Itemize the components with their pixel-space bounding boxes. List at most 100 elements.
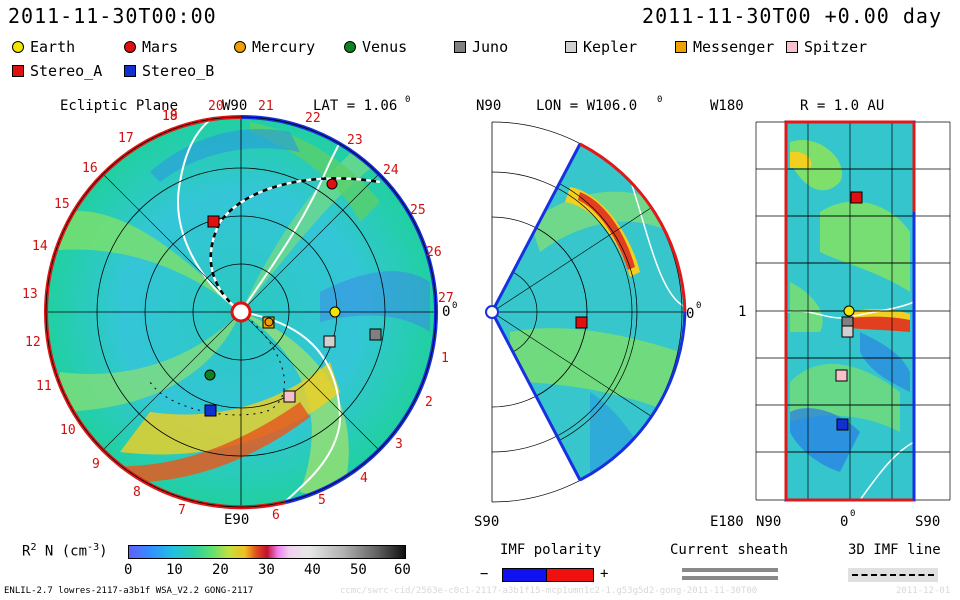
juno-marker	[369, 328, 382, 341]
stereo-a-marker-mid	[575, 316, 588, 329]
kepler-icon	[565, 41, 577, 53]
model-time: 2011-11-30T00:00	[8, 4, 217, 28]
earth-marker	[329, 306, 341, 318]
mars-marker	[326, 178, 338, 190]
e180-label: E180	[710, 514, 744, 530]
imf-3d-dash	[852, 574, 934, 576]
legend-spitzer: Spitzer	[786, 38, 867, 56]
svg-text:24: 24	[383, 163, 399, 178]
imf-3d-title: 3D IMF line	[848, 542, 941, 558]
lat-label: LAT = 1.06	[313, 98, 397, 114]
svg-text:21: 21	[258, 99, 274, 114]
meridional-panel: N90 LON = W106.0 0 S90 0 0	[474, 95, 701, 530]
earth-icon	[12, 41, 24, 53]
svg-text:7: 7	[178, 503, 186, 518]
lat-degree-sup: 0	[405, 95, 410, 105]
row-one-label: 1	[738, 304, 746, 320]
stereo-a-icon	[12, 65, 24, 77]
stereo-b-marker	[204, 404, 217, 417]
sun-icon	[485, 305, 499, 319]
spitzer-marker	[283, 390, 296, 403]
colorbar-ticks: 0 10 20 30 40 50 60	[124, 562, 411, 578]
mid-zero-label: 0	[686, 306, 694, 322]
zero-deg-sup: 0	[452, 301, 457, 311]
imf-polarity-title: IMF polarity	[500, 542, 602, 558]
sheath-line-1	[682, 568, 778, 572]
svg-text:4: 4	[360, 471, 368, 486]
svg-text:12: 12	[25, 335, 41, 350]
svg-text:27: 27	[438, 291, 454, 306]
mercury-icon	[234, 41, 246, 53]
legend-stereo-a: Stereo_A	[12, 62, 102, 80]
s90-label: S90	[474, 514, 499, 530]
svg-text:16: 16	[82, 161, 98, 176]
svg-text:17: 17	[118, 131, 134, 146]
imf-minus: −	[480, 566, 489, 582]
svg-text:2: 2	[425, 395, 433, 410]
venus-marker	[204, 369, 216, 381]
svg-text:22: 22	[305, 111, 321, 126]
imf-3d-swatch	[848, 568, 938, 582]
longitude-labels: 19 20 21 22 23 24 25 26 27 1 2 3 4 5 6 7…	[22, 99, 454, 523]
svg-text:13: 13	[22, 287, 38, 302]
footer-run-id: ccmc/swrc-cid/2563e-c0c1-2117-a3b1f15-mc…	[340, 586, 758, 596]
zero-x-sup: 0	[850, 509, 855, 519]
sheath-line-2	[682, 576, 778, 580]
colorbar-label: R2 N (cm-3)	[22, 542, 108, 560]
earth-marker-map	[843, 305, 855, 317]
imf-plus: +	[600, 566, 609, 582]
messenger-icon	[675, 41, 687, 53]
svg-text:23: 23	[347, 133, 363, 148]
zero-x-label: 0	[840, 514, 848, 530]
svg-text:26: 26	[426, 245, 442, 260]
spitzer-icon	[786, 41, 798, 53]
svg-text:10: 10	[60, 423, 76, 438]
footer-date: 2011-12-01	[896, 586, 951, 596]
ecliptic-plane-panel: Ecliptic Plane W90 LAT = 1.06 0 E90 0 0	[22, 95, 457, 528]
legend-juno: Juno	[454, 38, 508, 56]
legend-messenger: Messenger	[675, 38, 774, 56]
svg-text:3: 3	[395, 437, 403, 452]
svg-text:20: 20	[208, 99, 224, 114]
svg-text:9: 9	[92, 457, 100, 472]
legend-mercury: Mercury	[234, 38, 315, 56]
stereo-a-marker-map	[850, 191, 863, 204]
mid-zero-sup: 0	[696, 301, 701, 311]
svg-text:8: 8	[133, 485, 141, 500]
svg-text:15: 15	[54, 197, 70, 212]
ecliptic-title: Ecliptic Plane	[60, 98, 178, 114]
imf-negative-swatch	[502, 568, 548, 582]
svg-text:14: 14	[32, 239, 48, 254]
sphere-map-panel: R = 1.0 AU W180 E180 1 N90 0 0 S90	[710, 98, 951, 530]
n90-label: N90	[476, 98, 501, 114]
legend-kepler: Kepler	[565, 38, 637, 56]
legend-venus: Venus	[344, 38, 407, 56]
imf-positive-swatch	[546, 568, 594, 582]
current-sheath-title: Current sheath	[670, 542, 789, 558]
footer-run-info: ENLIL-2.7 lowres-2117-a3b1f WSA_V2.2 GON…	[4, 586, 254, 596]
radius-title: R = 1.0 AU	[800, 98, 884, 114]
svg-text:25: 25	[410, 203, 426, 218]
forecast-time: 2011-11-30T00 +0.00 day	[642, 4, 942, 28]
e90-label: E90	[224, 512, 249, 528]
w180-label: W180	[710, 98, 744, 114]
w90-label: W90	[222, 98, 247, 114]
legend-earth: Earth	[12, 38, 75, 56]
svg-text:5: 5	[318, 493, 326, 508]
lon-degree-sup: 0	[657, 95, 662, 105]
n90-x-label: N90	[756, 514, 781, 530]
zero-deg-label: 0	[442, 304, 450, 320]
juno-icon	[454, 41, 466, 53]
stereo-b-marker-map	[836, 418, 849, 431]
svg-text:19: 19	[162, 109, 178, 124]
stereo-a-marker	[207, 215, 220, 228]
legend-stereo-b: Stereo_B	[124, 62, 214, 80]
svg-text:18: 18	[162, 109, 178, 124]
svg-text:11: 11	[36, 379, 52, 394]
object-legend: Earth Mars Mercury Venus Juno Kepler Mes…	[0, 38, 960, 86]
kepler-marker-map	[841, 325, 854, 338]
spitzer-marker-map	[835, 369, 848, 382]
s90-x-label: S90	[915, 514, 940, 530]
mercury-marker	[264, 317, 274, 327]
kepler-marker	[323, 335, 336, 348]
